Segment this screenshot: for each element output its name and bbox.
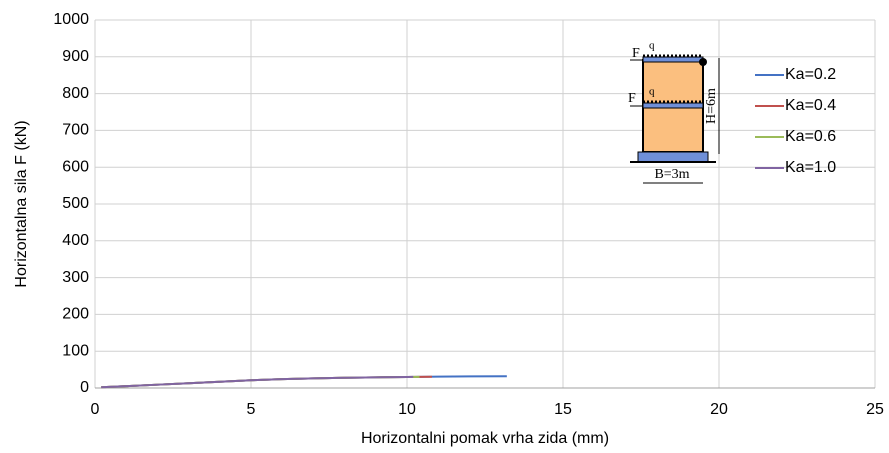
y-tick-label: 200 (62, 306, 89, 323)
top-slab (642, 56, 704, 63)
annotation: B=3m (654, 167, 689, 182)
legend-label: Ka=1.0 (785, 159, 836, 176)
y-tick-label: 600 (62, 158, 89, 175)
x-tick-label: 15 (554, 401, 572, 418)
annotation: H=6m (704, 88, 719, 124)
x-tick-label: 0 (91, 401, 100, 418)
annotation: q (649, 86, 655, 98)
y-tick-label: 0 (80, 379, 89, 396)
annotation: q (649, 40, 655, 52)
legend-label: Ka=0.6 (785, 128, 836, 145)
wall-diagram: F q F q H=6m B=3m (628, 40, 720, 184)
y-tick-label: 700 (62, 122, 89, 139)
y-tick-label: 800 (62, 85, 89, 102)
x-axis-label: Horizontalni pomak vrha zida (mm) (361, 430, 609, 447)
footing (637, 151, 709, 163)
y-tick-label: 100 (62, 342, 89, 359)
y-axis-label: Horizontalna sila F (kN) (13, 120, 30, 287)
hinge (699, 58, 707, 66)
annotation: F (628, 91, 636, 106)
mid-slab (642, 102, 704, 109)
x-tick-label: 25 (866, 401, 884, 418)
x-tick-label: 10 (398, 401, 416, 418)
y-tick-label: 500 (62, 195, 89, 212)
legend-label: Ka=0.2 (785, 66, 836, 83)
y-tick-label: 400 (62, 232, 89, 249)
series-line (101, 375, 414, 389)
legend-label: Ka=0.4 (785, 97, 836, 114)
y-tick-label: 300 (62, 269, 89, 286)
y-tick-label: 900 (62, 48, 89, 65)
annotation: F (632, 46, 640, 61)
x-tick-label: 5 (247, 401, 256, 418)
x-tick-label: 20 (710, 401, 728, 418)
y-tick-label: 1000 (53, 11, 89, 28)
